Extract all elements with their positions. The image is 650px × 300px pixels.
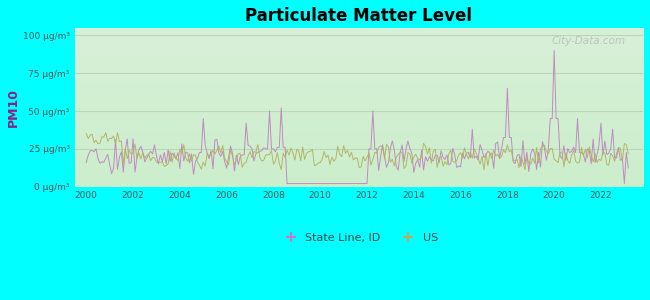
Y-axis label: PM10: PM10: [7, 88, 20, 127]
Text: City-Data.com: City-Data.com: [552, 36, 626, 46]
Legend: State Line, ID, US: State Line, ID, US: [275, 229, 443, 248]
Title: Particulate Matter Level: Particulate Matter Level: [245, 7, 473, 25]
